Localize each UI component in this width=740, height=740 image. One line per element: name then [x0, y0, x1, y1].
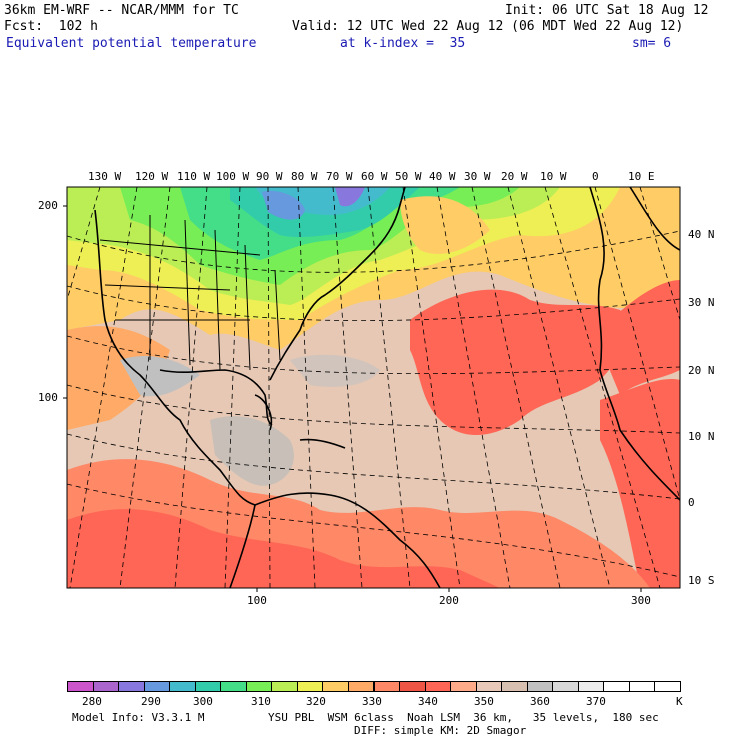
- colorbar-swatch: [526, 681, 554, 692]
- colorbar-swatch: [373, 681, 401, 692]
- lat-label: 10 S: [688, 574, 715, 587]
- colorbar-label: 340: [418, 695, 438, 708]
- diffusion-info: DIFF: simple KM: 2D Smagor: [354, 724, 527, 737]
- colorbar-label: 300: [193, 695, 213, 708]
- colorbar-swatch: [424, 681, 452, 692]
- level-info: at k-index = 35: [340, 36, 466, 51]
- lon-label: 120 W: [135, 170, 169, 183]
- lon-label: 100 W: [216, 170, 250, 183]
- field-name: Equivalent potential temperature: [6, 36, 257, 51]
- lon-label: 30 W: [464, 170, 491, 183]
- forecast-hour: Fcst: 102 h: [4, 19, 98, 34]
- lon-label: 80 W: [291, 170, 318, 183]
- colorbar-swatch: [475, 681, 503, 692]
- lat-label: 10 N: [688, 430, 715, 443]
- lon-label: 60 W: [361, 170, 388, 183]
- lat-label: 0: [688, 496, 695, 509]
- colorbar-swatch: [347, 681, 375, 692]
- colorbar-swatch: [194, 681, 222, 692]
- colorbar-swatch: [169, 681, 196, 692]
- graticule: [67, 187, 680, 588]
- colorbar-label: 280: [82, 695, 102, 708]
- grid-y-label: 100: [38, 391, 58, 404]
- colorbar-swatch: [118, 681, 145, 692]
- map-frame: [66, 186, 681, 589]
- colorbar-swatch: [271, 681, 298, 692]
- colorbar-label: 320: [306, 695, 326, 708]
- colorbar-swatch: [92, 681, 120, 692]
- lon-label: 110 W: [177, 170, 211, 183]
- lon-label: 70 W: [326, 170, 353, 183]
- colorbar-swatch: [552, 681, 579, 692]
- grid-ticks: [63, 205, 642, 592]
- colorbar-swatch: [577, 681, 605, 692]
- colorbar-swatch: [450, 681, 477, 692]
- physics-info: YSU PBL WSM 6class Noah LSM 36 km, 35 le…: [268, 711, 659, 724]
- colorbar-swatch: [399, 681, 426, 692]
- lon-label: 40 W: [429, 170, 456, 183]
- lon-label: 10 W: [540, 170, 567, 183]
- colorbar-swatch: [143, 681, 171, 692]
- colorbar-swatch: [245, 681, 273, 692]
- colorbar-label: 350: [474, 695, 494, 708]
- lon-label: 0: [592, 170, 599, 183]
- colorbar-swatch: [322, 681, 349, 692]
- coastlines: [94, 187, 680, 588]
- lat-label: 30 N: [688, 296, 715, 309]
- colorbar-swatch: [654, 681, 681, 692]
- model-title: 36km EM-WRF -- NCAR/MMM for TC: [4, 3, 239, 18]
- lat-label: 20 N: [688, 364, 715, 377]
- model-info: Model Info: V3.3.1 M: [72, 711, 205, 724]
- state-borders: [99, 215, 281, 371]
- colorbar-label: 360: [530, 695, 550, 708]
- colorbar-label: 310: [251, 695, 271, 708]
- colorbar-swatch: [628, 681, 656, 692]
- grid-y-label: 200: [38, 199, 58, 212]
- colorbar-swatch: [603, 681, 630, 692]
- colorbar-swatch: [296, 681, 324, 692]
- theta-e-field: [67, 187, 680, 588]
- colorbar-label: 370: [586, 695, 606, 708]
- colorbar-label: 290: [141, 695, 161, 708]
- colorbar-swatch: [501, 681, 528, 692]
- lat-label: 40 N: [688, 228, 715, 241]
- init-time: Init: 06 UTC Sat 18 Aug 12: [505, 3, 709, 18]
- smoothing-info: sm= 6: [632, 36, 672, 51]
- colorbar-label: 330: [362, 695, 382, 708]
- lon-label: 90 W: [256, 170, 283, 183]
- grid-x-label: 200: [439, 594, 459, 607]
- colorbar-swatch: [220, 681, 247, 692]
- valid-time: Valid: 12 UTC Wed 22 Aug 12 (06 MDT Wed …: [292, 19, 684, 34]
- lon-label: 20 W: [501, 170, 528, 183]
- colorbar-swatch: [67, 681, 94, 692]
- lon-label: 130 W: [88, 170, 122, 183]
- lon-label: 10 E: [628, 170, 655, 183]
- grid-x-label: 300: [631, 594, 651, 607]
- lon-label: 50 W: [395, 170, 422, 183]
- colorbar-unit: K: [676, 695, 683, 708]
- grid-x-label: 100: [247, 594, 267, 607]
